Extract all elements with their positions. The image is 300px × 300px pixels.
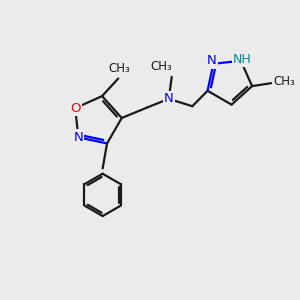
Text: O: O [70,102,80,115]
Text: NH: NH [233,53,252,66]
Text: N: N [164,92,174,105]
Text: CH₃: CH₃ [151,60,172,73]
Text: N: N [207,54,217,67]
Text: CH₃: CH₃ [274,75,295,88]
Text: CH₃: CH₃ [109,62,130,75]
Text: N: N [74,131,83,144]
